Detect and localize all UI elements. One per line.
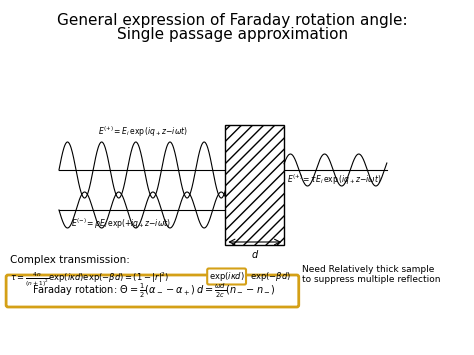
Text: to suppress multiple reflection: to suppress multiple reflection [301, 275, 440, 284]
Text: Faraday rotation: $\Theta = \frac{1}{2}(\alpha_- - \alpha_+)\,d = \frac{\omega d: Faraday rotation: $\Theta = \frac{1}{2}(… [32, 282, 276, 300]
Text: $E^{(+)}{=}\tau E_i\,\mathrm{exp}\,(iq_+z{-}i\omega t)$: $E^{(+)}{=}\tau E_i\,\mathrm{exp}\,(iq_+… [287, 173, 382, 187]
Text: General expression of Faraday rotation angle:: General expression of Faraday rotation a… [57, 13, 408, 28]
Text: $E^{(+)}{=}E_i\,\mathrm{exp}\,(iq_+z{-}i\omega t)$: $E^{(+)}{=}E_i\,\mathrm{exp}\,(iq_+z{-}i… [98, 125, 188, 139]
Text: Need Relatively thick sample: Need Relatively thick sample [301, 265, 434, 274]
Text: $E^{(-)}{=}\rho E_i\,\mathrm{exp}(+iq_+z{-}i\omega t)$: $E^{(-)}{=}\rho E_i\,\mathrm{exp}(+iq_+z… [71, 217, 171, 231]
Bar [225, 125, 284, 245]
Text: $\exp(-\beta d)$: $\exp(-\beta d)$ [250, 270, 291, 283]
Text: Single passage approximation: Single passage approximation [117, 27, 348, 42]
Text: $\exp(i\kappa d)$: $\exp(i\kappa d)$ [209, 270, 245, 283]
FancyBboxPatch shape [6, 275, 299, 307]
Text: Complex transmission:: Complex transmission: [10, 255, 130, 265]
Text: $\tau = \frac{4n}{(n+1)^2}\exp(i\kappa d)\exp(-\beta d) = (1-|r|^2)$: $\tau = \frac{4n}{(n+1)^2}\exp(i\kappa d… [10, 270, 170, 289]
Text: $d$: $d$ [251, 248, 259, 260]
